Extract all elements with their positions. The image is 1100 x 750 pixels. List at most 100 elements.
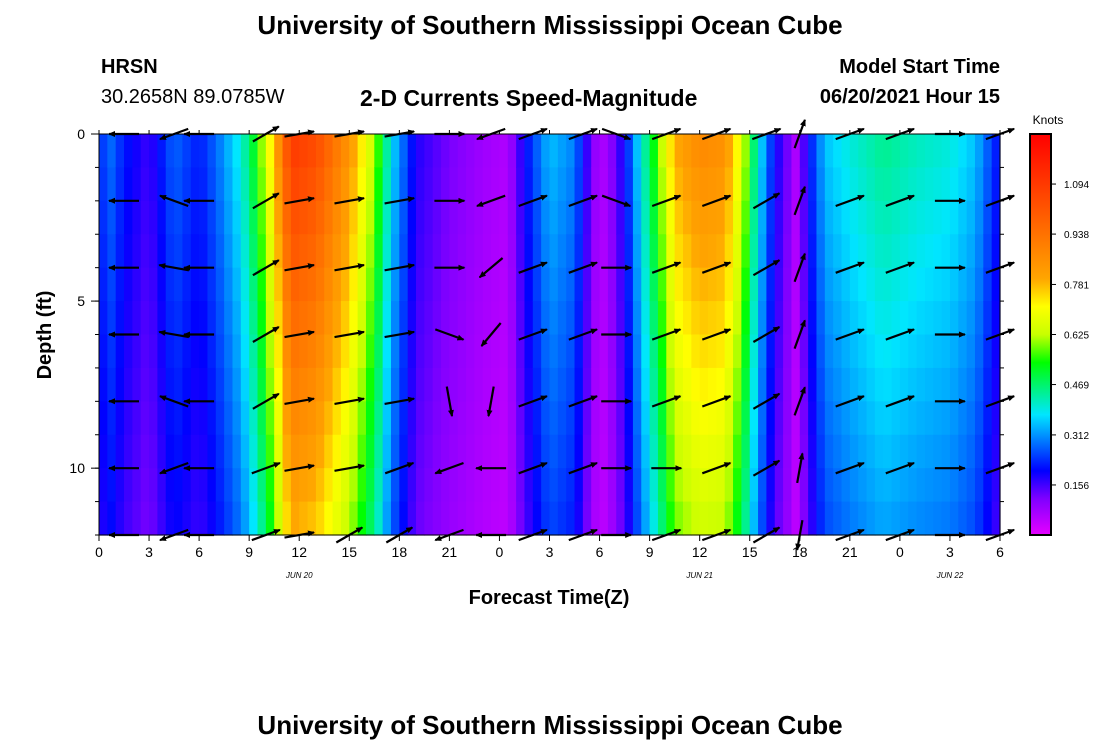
- heatmap-cell: [449, 501, 459, 536]
- heatmap-cell: [908, 434, 918, 469]
- heatmap-cell: [899, 200, 909, 235]
- heatmap-cell: [199, 134, 209, 169]
- heatmap-cell: [190, 367, 200, 402]
- heatmap-cell: [582, 200, 592, 235]
- heatmap-cell: [741, 334, 751, 369]
- heatmap-cell: [466, 301, 476, 336]
- heatmap-cell: [691, 367, 701, 402]
- heatmap-cell: [916, 334, 926, 369]
- heatmap-cell: [924, 200, 934, 235]
- heatmap-cell: [566, 434, 576, 469]
- heatmap-cell: [557, 200, 567, 235]
- heatmap-cell: [115, 468, 125, 503]
- heatmap-cell: [265, 434, 275, 469]
- heatmap-cell: [816, 501, 826, 536]
- heatmap-cell: [799, 167, 809, 202]
- heatmap-cell: [457, 267, 467, 302]
- heatmap-cell: [883, 434, 893, 469]
- heatmap-cell: [816, 167, 826, 202]
- heatmap-cell: [516, 468, 526, 503]
- heatmap-cell: [390, 267, 400, 302]
- heatmap-cell: [666, 267, 676, 302]
- heatmap-cell: [891, 134, 901, 169]
- heatmap-cell: [215, 301, 225, 336]
- heatmap-cell: [532, 401, 542, 436]
- heatmap-cell: [207, 167, 217, 202]
- heatmap-cell: [833, 334, 843, 369]
- heatmap-cell: [632, 468, 642, 503]
- heatmap-cell: [607, 134, 617, 169]
- heatmap-cell: [724, 367, 734, 402]
- heatmap-cell: [174, 367, 184, 402]
- heatmap-cell: [641, 468, 651, 503]
- heatmap-cell: [991, 200, 1001, 235]
- heatmap-cell: [741, 468, 751, 503]
- heatmap-cell: [432, 267, 442, 302]
- heatmap-cell: [374, 501, 384, 536]
- heatmap-cell: [924, 367, 934, 402]
- heatmap-cell: [390, 167, 400, 202]
- heatmap-cell: [774, 267, 784, 302]
- heatmap-cell: [416, 434, 425, 469]
- heatmap-cell: [549, 468, 559, 503]
- heatmap-cell: [949, 200, 959, 235]
- heatmap-cell: [824, 434, 834, 469]
- heatmap-cell: [958, 334, 968, 369]
- heatmap-cell: [624, 434, 634, 469]
- heatmap-cell: [374, 200, 384, 235]
- heatmap-cell: [941, 501, 951, 536]
- heatmap-cell: [274, 401, 284, 436]
- heatmap-cell: [657, 234, 667, 269]
- heatmap-cell: [541, 134, 551, 169]
- heatmap-cell: [749, 267, 759, 302]
- heatmap-cell: [190, 267, 200, 302]
- heatmap-cell: [532, 468, 542, 503]
- heatmap-cell: [124, 267, 133, 302]
- heatmap-cell: [891, 234, 901, 269]
- heatmap-cell: [841, 167, 851, 202]
- heatmap-cell: [107, 501, 117, 536]
- x-tick-label: 3: [946, 544, 954, 560]
- heatmap-cell: [240, 267, 250, 302]
- heatmap-cell: [991, 267, 1001, 302]
- heatmap-cell: [883, 501, 893, 536]
- x-tick-label: 18: [792, 544, 808, 560]
- heatmap-cell: [849, 167, 859, 202]
- heatmap-cell: [549, 301, 559, 336]
- heatmap-cell: [190, 200, 200, 235]
- colorbar-tick-label: 0.781: [1064, 280, 1089, 291]
- heatmap-cell: [708, 468, 717, 503]
- heatmap-cell: [274, 267, 284, 302]
- heatmap-cell: [641, 167, 651, 202]
- heatmap-cell: [349, 501, 359, 536]
- heatmap-cell: [758, 367, 767, 402]
- heatmap-cell: [132, 200, 142, 235]
- heatmap-cell: [432, 301, 442, 336]
- heatmap-cell: [157, 200, 167, 235]
- heatmap-cell: [966, 167, 976, 202]
- heatmap-cell: [824, 134, 834, 169]
- heatmap-cell: [699, 134, 709, 169]
- heatmap-cell: [682, 301, 692, 336]
- heatmap-cell: [482, 434, 492, 469]
- heatmap-cell: [824, 334, 834, 369]
- current-vector: [835, 461, 865, 475]
- heatmap-cell: [899, 234, 909, 269]
- heatmap-cell: [224, 367, 234, 402]
- heatmap-cell: [641, 200, 651, 235]
- heatmap-cell: [949, 367, 959, 402]
- heatmap-cell: [574, 167, 584, 202]
- heatmap-cell: [799, 267, 809, 302]
- heatmap-cell: [733, 501, 742, 536]
- heatmap-cell: [974, 501, 984, 536]
- heatmap-cell: [532, 301, 542, 336]
- heatmap-cell: [758, 267, 767, 302]
- heatmap-cell: [207, 267, 217, 302]
- heatmap-cell: [257, 234, 267, 269]
- current-vector: [835, 261, 865, 274]
- heatmap-cell: [332, 367, 342, 402]
- heatmap-cell: [974, 334, 984, 369]
- heatmap-cell: [274, 167, 284, 202]
- heatmap-cell: [199, 501, 209, 536]
